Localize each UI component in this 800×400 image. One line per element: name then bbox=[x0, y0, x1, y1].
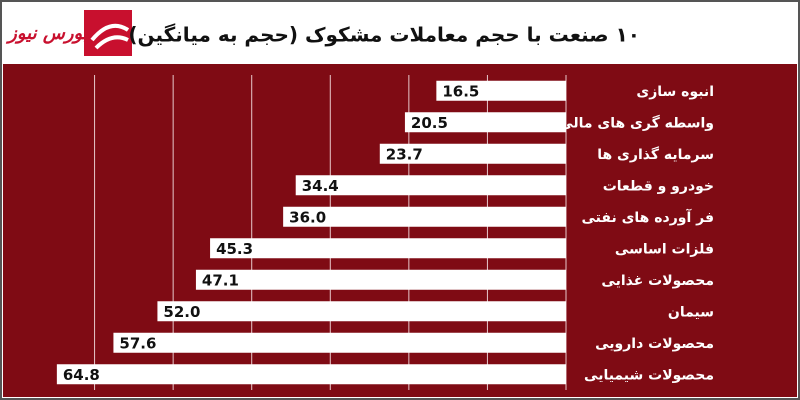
category-label: فر آورده های نفتی bbox=[581, 208, 714, 226]
logo-mark bbox=[84, 10, 132, 56]
category-label: محصولات دارویی bbox=[595, 336, 714, 352]
category-label: محصولات غذایی bbox=[601, 273, 714, 289]
logo: بورس نیوز bbox=[5, 6, 138, 60]
logo-swoosh bbox=[90, 23, 130, 50]
bar bbox=[195, 269, 566, 290]
category-label: محصولات شیمیایی bbox=[584, 367, 714, 383]
bar bbox=[283, 206, 566, 227]
bar bbox=[295, 175, 566, 196]
bar bbox=[113, 332, 566, 353]
brand: بورس نیوز bbox=[5, 23, 89, 44]
value-label: 16.5 bbox=[442, 82, 479, 100]
bar bbox=[157, 301, 566, 322]
category-label: فلزات اساسی bbox=[615, 241, 714, 257]
value-label: 57.6 bbox=[119, 334, 156, 352]
bar bbox=[404, 112, 566, 133]
value-label: 20.5 bbox=[411, 114, 448, 132]
value-label: 34.4 bbox=[302, 177, 339, 195]
value-label: 52.0 bbox=[163, 303, 200, 321]
value-label: 45.3 bbox=[216, 240, 253, 258]
value-label: 23.7 bbox=[386, 145, 423, 163]
bar bbox=[56, 364, 566, 385]
category-label: سیمان bbox=[668, 304, 714, 320]
category-label: سرمایه گذاری ها bbox=[597, 146, 714, 163]
bar bbox=[436, 80, 566, 101]
category-label: خودرو و قطعات bbox=[603, 178, 714, 194]
category-label: انبوه سازی bbox=[636, 84, 714, 100]
bar bbox=[379, 143, 566, 164]
bar bbox=[210, 238, 567, 259]
chart-title: ۱۰ صنعت با حجم معاملات مشکوک (حجم به میا… bbox=[128, 23, 640, 47]
value-label: 47.1 bbox=[202, 271, 239, 289]
value-label: 64.8 bbox=[63, 366, 100, 384]
value-label: 36.0 bbox=[289, 208, 326, 226]
